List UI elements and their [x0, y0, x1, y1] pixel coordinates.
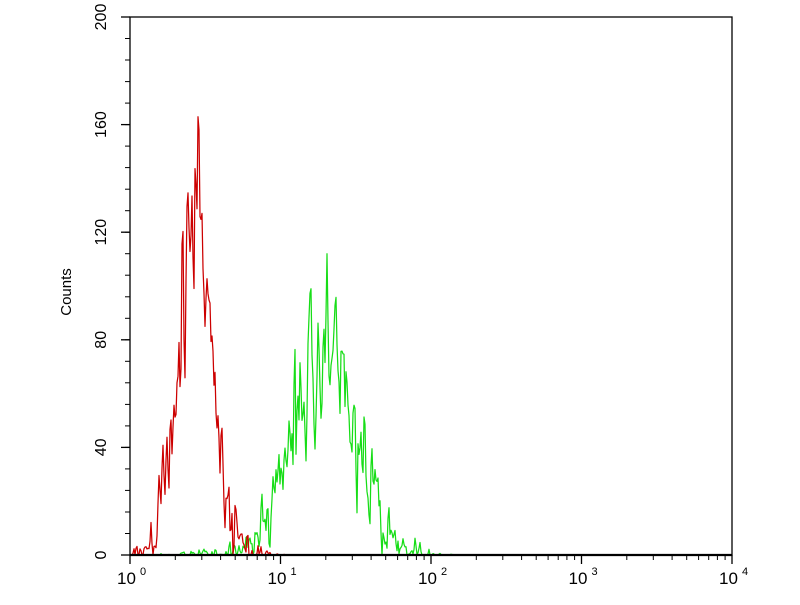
svg-text:10: 10: [569, 569, 588, 588]
svg-text:1: 1: [291, 566, 297, 578]
svg-text:Counts: Counts: [58, 268, 75, 316]
svg-text:120: 120: [93, 219, 110, 246]
svg-text:80: 80: [93, 331, 110, 349]
svg-text:0: 0: [140, 566, 146, 578]
svg-text:10: 10: [268, 569, 287, 588]
svg-text:0: 0: [93, 550, 110, 559]
svg-text:4: 4: [742, 566, 748, 578]
svg-text:160: 160: [93, 111, 110, 138]
svg-text:10: 10: [719, 569, 738, 588]
svg-text:40: 40: [93, 438, 110, 456]
svg-text:10: 10: [418, 569, 437, 588]
svg-text:2: 2: [441, 566, 447, 578]
svg-text:3: 3: [592, 566, 598, 578]
svg-text:200: 200: [93, 4, 110, 31]
svg-text:10: 10: [117, 569, 136, 588]
